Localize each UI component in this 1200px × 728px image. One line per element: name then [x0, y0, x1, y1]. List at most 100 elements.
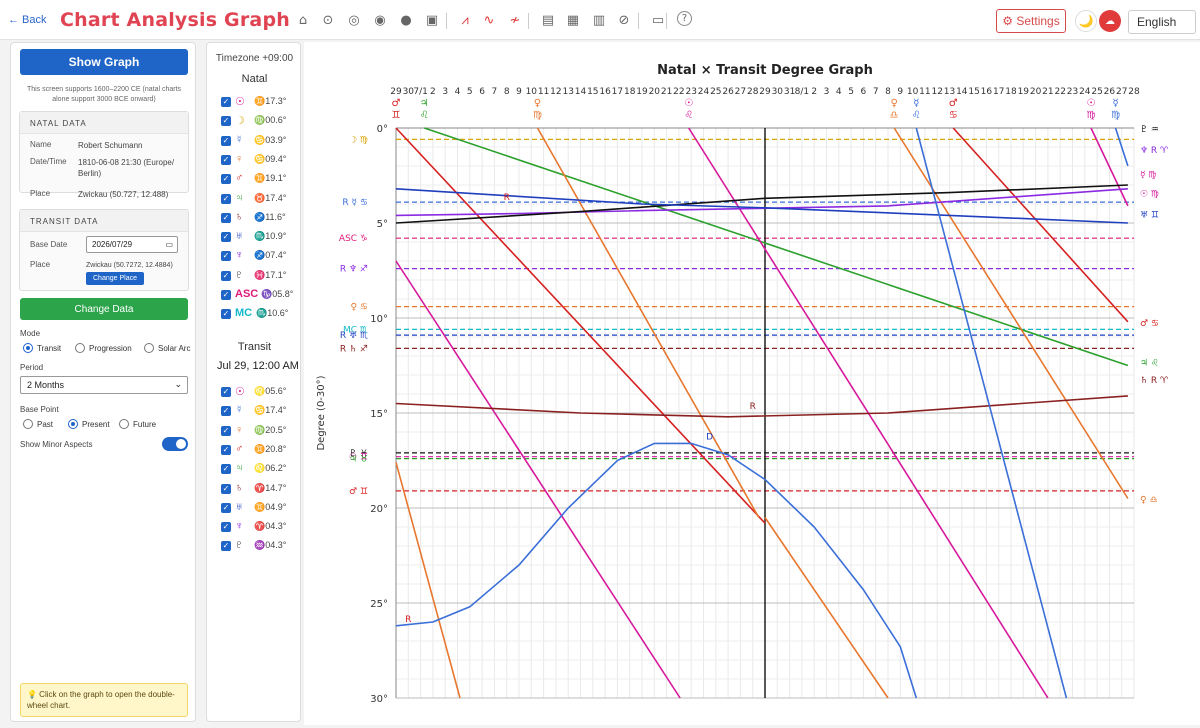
support-note: This screen supports 1600–2200 CE (natal… [26, 86, 182, 103]
natal-planet-row[interactable]: ✓ ♃ ♉17.4° [221, 192, 301, 207]
transit-planet-row[interactable]: ✓ ♂ ♊20.8° [221, 443, 301, 458]
circle-dot-icon[interactable]: ⊙ [322, 12, 334, 28]
transit-planet-row[interactable]: ✓ ☿ ♋17.4° [221, 404, 301, 419]
transit-planet-row[interactable]: ✓ ♆ ♈04.3° [221, 520, 301, 535]
back-link[interactable]: ← Back [8, 14, 47, 26]
checkbox[interactable]: ✓ [221, 193, 231, 204]
natal-planet-symbol: ♆ [235, 249, 244, 262]
period-select[interactable]: 2 Months ⌄ [20, 376, 188, 394]
top-sign-glyph: ♌ [912, 110, 921, 121]
period-value: 2 Months [27, 380, 65, 390]
minor-aspects-toggle[interactable] [162, 437, 188, 451]
checkbox[interactable]: ✓ [221, 251, 231, 262]
transit-planet-row[interactable]: ✓ ♅ ♊04.9° [221, 501, 301, 516]
degree-graph[interactable]: Natal × Transit Degree Graph Degree (0-30… [304, 42, 1200, 725]
show-graph-button[interactable]: Show Graph [20, 49, 188, 75]
checkbox[interactable]: ✓ [221, 406, 231, 417]
checkbox[interactable]: ✓ [221, 174, 231, 185]
top-planet-glyph: ♀ [890, 98, 897, 109]
natal-planet-row[interactable]: ✓ ☽ ♍00.6° [221, 115, 301, 129]
calendar-icon[interactable]: ▦ [566, 12, 580, 28]
filled-circle-icon[interactable]: ● [400, 12, 412, 28]
wave-icon[interactable]: ∿ [483, 12, 495, 28]
checkbox[interactable]: ✓ [221, 135, 231, 146]
x-tick-label: 19 [636, 87, 648, 97]
checkbox[interactable]: ✓ [221, 444, 231, 455]
natal-planet-row[interactable]: ✓ ☿ ♋03.9° [221, 134, 301, 149]
checkbox[interactable]: ✓ [221, 483, 231, 494]
base-present-radio[interactable]: Present [68, 419, 110, 429]
transit-data-header: TRANSIT DATA [20, 210, 188, 232]
natal-data-box: NATAL DATA Name Robert Schumann Date/Tim… [19, 111, 189, 199]
right-end-label: ☉ ♍ [1140, 190, 1159, 200]
base-date-input[interactable]: 2026/07/29 ▭ [86, 236, 178, 253]
line-chart-icon[interactable]: ⩘ [461, 12, 469, 28]
checkbox[interactable]: ✓ [221, 290, 231, 300]
natal-planet-symbol: ♅ [235, 230, 244, 243]
target-icon[interactable]: ◎ [348, 12, 360, 28]
datetime-key: Date/Time [30, 157, 67, 166]
natal-planet-row[interactable]: ✓ ♀ ♋09.4° [221, 153, 301, 168]
checkbox[interactable]: ✓ [221, 232, 231, 243]
language-select[interactable]: English [1128, 10, 1196, 34]
checkbox[interactable]: ✓ [221, 425, 231, 436]
weather-theme-button[interactable]: ☁ [1099, 10, 1121, 32]
double-ring-icon[interactable]: ◉ [374, 12, 386, 28]
settings-button[interactable]: ⚙ Settings [996, 9, 1066, 33]
transit-planet-row[interactable]: ✓ ♄ ♈14.7° [221, 482, 301, 497]
checkbox[interactable]: ✓ [221, 154, 231, 165]
x-tick-label: 20 [649, 87, 661, 97]
natal-planet-row[interactable]: ✓ ♆ ♐07.4° [221, 249, 301, 264]
compass-icon[interactable]: ⊘ [618, 12, 630, 28]
natal-planet-position: ♍00.6° [254, 115, 287, 126]
clipboard-icon[interactable]: ▭ [651, 12, 665, 28]
natal-planet-position: ♋09.4° [254, 153, 287, 164]
checkbox[interactable]: ✓ [221, 387, 231, 397]
natal-planet-row[interactable]: ✓ ☉ ♊17.3° [221, 96, 301, 110]
transit-planet-position: ♈04.3° [254, 521, 287, 532]
base-past-radio[interactable]: Past [23, 419, 53, 429]
checkbox[interactable]: ✓ [221, 116, 231, 127]
transit-series-line [952, 127, 1129, 323]
natal-planet-row[interactable]: ✓ ♂ ♊19.1° [221, 172, 301, 187]
moon-theme-button[interactable]: 🌙 [1075, 10, 1097, 32]
calendar-grid-icon[interactable]: ▥ [592, 12, 606, 28]
checkbox[interactable]: ✓ [221, 309, 231, 320]
natal-planet-row[interactable]: ✓ ♇ ♓17.1° [221, 269, 301, 284]
help-icon[interactable]: ? [677, 11, 692, 26]
checkbox[interactable]: ✓ [221, 212, 231, 223]
pulse-icon[interactable]: ≁ [509, 12, 521, 28]
change-data-button[interactable]: Change Data [20, 298, 188, 320]
change-place-button[interactable]: Change Place [86, 272, 144, 285]
checkbox[interactable]: ✓ [221, 97, 231, 107]
transit-planet-row[interactable]: ✓ ♃ ♌06.2° [221, 462, 301, 477]
checkbox[interactable]: ✓ [221, 270, 231, 281]
transit-series-line [395, 127, 766, 524]
minor-aspects-label: Show Minor Aspects [20, 440, 93, 449]
x-tick-label: 18 [624, 87, 636, 97]
mode-transit-radio[interactable]: Transit [23, 343, 61, 353]
transit-planet-row[interactable]: ✓ ♇ ♒04.3° [221, 539, 301, 554]
transit-planet-row[interactable]: ✓ ☉ ♌05.6° [221, 386, 301, 400]
image-icon[interactable]: ▤ [541, 12, 555, 28]
natal-line-label: R ♄ ♐ [340, 344, 368, 354]
degree-graph-svg[interactable]: Natal × Transit Degree Graph Degree (0-30… [304, 42, 1200, 725]
checkbox[interactable]: ✓ [221, 502, 231, 513]
mode-solar-arc-radio[interactable]: Solar Arc [144, 343, 190, 353]
checkbox[interactable]: ✓ [221, 464, 231, 475]
checkbox[interactable]: ✓ [221, 541, 231, 552]
transit-planet-symbol: ♀ [235, 423, 244, 436]
natal-planet-row[interactable]: ✓ ♅ ♏10.9° [221, 230, 301, 245]
home-icon[interactable]: ⌂ [298, 12, 308, 28]
robot-icon[interactable]: ▣ [425, 12, 439, 28]
natal-planet-row[interactable]: ✓ ASC ♑05.8° [221, 288, 301, 303]
checkbox[interactable]: ✓ [221, 522, 231, 533]
mode-progression-radio[interactable]: Progression [75, 343, 132, 353]
base-future-radio[interactable]: Future [119, 419, 156, 429]
right-end-label: ♂ ♋ [1140, 319, 1159, 329]
transit-planet-position: ♋17.4° [254, 405, 287, 416]
natal-planet-row[interactable]: ✓ ♄ ♐11.6° [221, 211, 301, 226]
x-tick-label: 20 [1030, 87, 1042, 97]
transit-planet-row[interactable]: ✓ ♀ ♍20.5° [221, 423, 301, 439]
natal-planet-row[interactable]: ✓ MC ♏10.6° [221, 307, 301, 322]
